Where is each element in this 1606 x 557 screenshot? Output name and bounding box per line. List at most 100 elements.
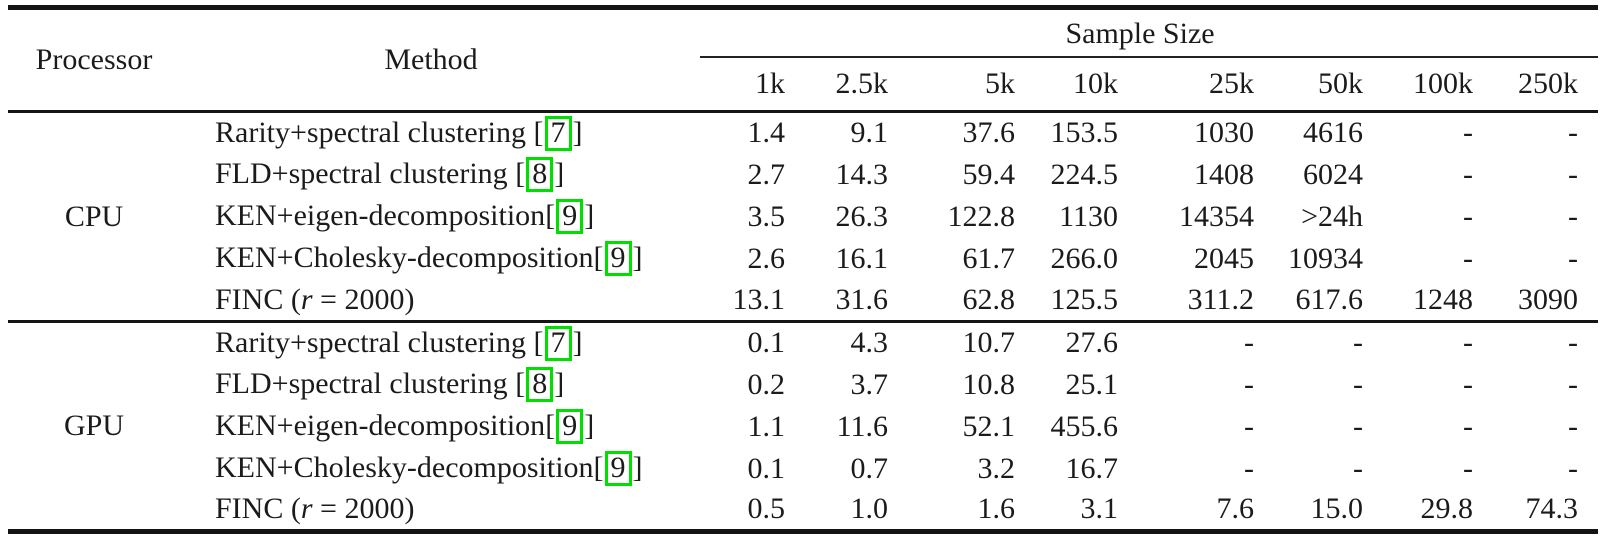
- citation-bracket-open: [: [533, 325, 544, 359]
- method-cell: Rarity+spectral clustering [7]: [180, 112, 682, 154]
- value-cell: 0.1: [747, 451, 786, 485]
- value-cell: 125.5: [1050, 282, 1119, 316]
- method-label: Rarity+spectral clustering: [215, 325, 534, 359]
- processor-cell-cpu: CPU: [64, 199, 124, 233]
- value-cell: 14.3: [835, 157, 889, 191]
- value-cell: 1.1: [747, 409, 786, 443]
- value-cell: -: [1568, 409, 1579, 443]
- value-cell: >24h: [1301, 199, 1363, 233]
- value-cell: 13.1: [732, 282, 786, 316]
- citation-link[interactable]: 8: [526, 156, 554, 193]
- table-row: FLD+spectral clustering [8] 2.7 14.3 59.…: [8, 154, 1598, 196]
- header-row-sizes: 1k 2.5k 5k 10k 25k 50k 100k 250k: [8, 58, 1598, 112]
- value-cell: 25.1: [1065, 367, 1119, 401]
- value-cell: 153.5: [1050, 116, 1119, 150]
- value-cell: 311.2: [1187, 282, 1254, 316]
- value-cell: -: [1353, 367, 1363, 401]
- value-cell: -: [1463, 409, 1473, 443]
- citation-bracket-close: ]: [632, 240, 643, 274]
- value-cell: -: [1244, 367, 1254, 401]
- citation-link[interactable]: 9: [556, 198, 584, 235]
- value-cell: 266.0: [1050, 241, 1119, 275]
- value-cell: -: [1353, 326, 1363, 360]
- method-label: KEN+eigen-decomposition: [215, 198, 546, 232]
- method-label: = 2000): [312, 282, 415, 316]
- method-label: KEN+Cholesky-decomposition: [215, 450, 594, 484]
- citation-bracket-open: [: [545, 198, 556, 232]
- value-cell: -: [1463, 199, 1473, 233]
- size-column-1k: 1k: [755, 66, 785, 100]
- method-cell: FLD+spectral clustering [8]: [180, 364, 682, 406]
- citation-link[interactable]: 8: [526, 366, 554, 403]
- table-row: KEN+eigen-decomposition[9] 3.5 26.3 122.…: [8, 196, 1598, 238]
- citation-link[interactable]: 7: [544, 115, 572, 151]
- method-label: FINC (: [215, 492, 301, 526]
- method-cell: KEN+eigen-decomposition[9]: [180, 196, 682, 238]
- value-cell: 16.1: [835, 241, 889, 275]
- value-cell: -: [1244, 409, 1254, 443]
- table-row: KEN+Cholesky-decomposition[9] 0.1 0.7 3.…: [8, 448, 1598, 490]
- value-cell: 617.6: [1295, 282, 1364, 316]
- citation-link[interactable]: 7: [544, 325, 572, 361]
- value-cell: 59.4: [962, 157, 1016, 191]
- citation-link[interactable]: 9: [604, 240, 632, 277]
- citation-bracket-open: [: [533, 115, 544, 149]
- value-cell: -: [1568, 199, 1579, 233]
- value-cell: 1.4: [747, 116, 786, 150]
- table-row: KEN+eigen-decomposition[9] 1.1 11.6 52.1…: [8, 406, 1598, 448]
- method-label: FLD+spectral clustering: [215, 366, 516, 400]
- method-cell: Rarity+spectral clustering [7]: [180, 322, 682, 364]
- size-column-10k: 10k: [1073, 66, 1118, 100]
- value-cell: 1408: [1194, 157, 1254, 191]
- value-cell: -: [1463, 451, 1473, 485]
- method-label: = 2000): [312, 492, 415, 526]
- value-cell: 62.8: [962, 282, 1016, 316]
- value-cell: 26.3: [835, 199, 889, 233]
- gpu-section: GPU Rarity+spectral clustering [7] 0.1 4…: [8, 321, 1599, 532]
- citation-link[interactable]: 9: [556, 408, 584, 445]
- table-row: GPU Rarity+spectral clustering [7] 0.1 4…: [8, 322, 1598, 441]
- value-cell: 2045: [1194, 241, 1254, 275]
- header-method: Method: [384, 43, 478, 76]
- value-cell: 122.8: [947, 199, 1016, 233]
- value-cell: 1248: [1413, 282, 1473, 316]
- citation-bracket-close: ]: [632, 450, 643, 484]
- value-cell: 2.6: [747, 241, 786, 275]
- size-column-50k: 50k: [1318, 66, 1363, 100]
- citation-bracket-close: ]: [584, 198, 595, 232]
- value-cell: -: [1568, 157, 1579, 191]
- value-cell: 61.7: [962, 241, 1016, 275]
- value-cell: 455.6: [1050, 409, 1119, 443]
- cpu-section: CPU Rarity+spectral clustering [7] 1.4 9…: [8, 112, 1598, 322]
- citation-bracket-open: [: [545, 408, 556, 442]
- value-cell: -: [1463, 241, 1473, 275]
- value-cell: 1.0: [850, 492, 889, 526]
- value-cell: 6024: [1303, 157, 1363, 191]
- value-cell: 10.7: [962, 326, 1016, 360]
- method-label: KEN+Cholesky-decomposition: [215, 240, 594, 274]
- results-table: Processor Method Sample Size 1k 2.5k 5k …: [8, 5, 1599, 534]
- header-sample-size: Sample Size: [682, 8, 1599, 58]
- value-cell: 3.5: [747, 199, 786, 233]
- value-cell: -: [1244, 451, 1254, 485]
- value-cell: 4.3: [850, 326, 889, 360]
- value-cell: 74.3: [1525, 492, 1579, 526]
- value-cell: 224.5: [1050, 157, 1119, 191]
- citation-bracket-open: [: [593, 240, 604, 274]
- value-cell: 2.7: [747, 157, 786, 191]
- value-cell: 10.8: [962, 367, 1016, 401]
- value-cell: -: [1463, 116, 1473, 150]
- value-cell: 1030: [1194, 116, 1254, 150]
- math-variable-r: r: [300, 282, 313, 316]
- value-cell: 37.6: [962, 116, 1016, 150]
- value-cell: 15.0: [1310, 492, 1364, 526]
- header-row-group: Processor Method Sample Size: [8, 8, 1599, 75]
- citation-link[interactable]: 9: [604, 450, 632, 487]
- value-cell: -: [1353, 409, 1363, 443]
- method-cell: FLD+spectral clustering [8]: [180, 154, 682, 196]
- value-cell: -: [1568, 326, 1579, 360]
- value-cell: 14354: [1179, 199, 1254, 233]
- value-cell: 1.6: [977, 492, 1016, 526]
- value-cell: 3.7: [850, 367, 889, 401]
- sample-size-label: Sample Size: [1065, 16, 1215, 50]
